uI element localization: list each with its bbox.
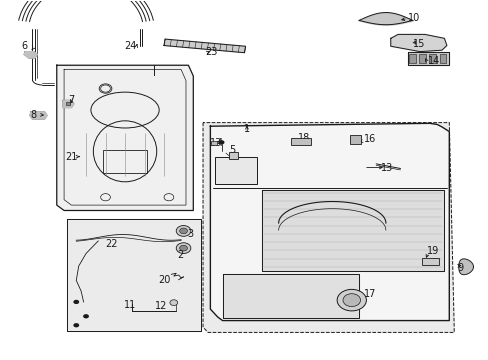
Bar [228, 152, 237, 159]
Text: 8: 8 [31, 110, 37, 120]
Text: 14: 14 [427, 56, 439, 66]
Polygon shape [63, 100, 74, 108]
Bar [428, 54, 435, 63]
Polygon shape [163, 39, 245, 53]
Text: 20: 20 [158, 275, 170, 285]
Polygon shape [66, 220, 200, 330]
Text: 10: 10 [407, 13, 419, 23]
Text: 23: 23 [205, 47, 217, 57]
Polygon shape [24, 51, 37, 58]
Bar [418, 54, 425, 63]
Circle shape [179, 245, 187, 251]
Polygon shape [222, 274, 358, 318]
Text: 11: 11 [123, 300, 136, 310]
Text: 13: 13 [381, 163, 393, 173]
Text: 15: 15 [412, 40, 425, 49]
Text: 4: 4 [217, 139, 223, 148]
Polygon shape [407, 51, 448, 65]
Bar [211, 141, 217, 145]
Polygon shape [390, 35, 446, 51]
Bar [349, 135, 360, 144]
Polygon shape [57, 65, 193, 211]
Polygon shape [210, 123, 448, 320]
Bar [215, 157, 256, 184]
Bar [408, 54, 415, 63]
Text: 1: 1 [244, 124, 249, 134]
Circle shape [342, 294, 360, 307]
Text: 19: 19 [426, 246, 438, 256]
Polygon shape [203, 123, 453, 332]
Circle shape [83, 314, 89, 319]
Text: 16: 16 [364, 135, 376, 144]
Text: 7: 7 [68, 95, 74, 105]
Circle shape [176, 226, 190, 236]
Bar [103, 149, 147, 173]
Circle shape [73, 323, 79, 327]
Bar [291, 138, 310, 145]
Bar [439, 54, 446, 63]
Text: 2: 2 [177, 249, 183, 260]
Circle shape [336, 289, 366, 311]
Text: 6: 6 [21, 41, 27, 50]
Bar [65, 102, 70, 105]
Text: 13: 13 [210, 139, 222, 148]
Text: 24: 24 [124, 41, 137, 51]
Circle shape [73, 300, 79, 304]
Text: 17: 17 [364, 289, 376, 299]
Circle shape [176, 243, 190, 253]
Text: 12: 12 [155, 301, 167, 311]
Text: 18: 18 [298, 133, 310, 143]
Text: 3: 3 [186, 229, 193, 239]
Polygon shape [458, 259, 472, 275]
Text: 9: 9 [456, 262, 462, 273]
Text: 21: 21 [65, 152, 78, 162]
Bar [421, 258, 438, 265]
Text: 22: 22 [105, 239, 118, 249]
Polygon shape [30, 112, 47, 119]
Text: 5: 5 [228, 145, 234, 155]
Circle shape [218, 140, 224, 144]
Circle shape [179, 228, 187, 234]
Circle shape [169, 300, 177, 306]
Polygon shape [261, 190, 444, 271]
